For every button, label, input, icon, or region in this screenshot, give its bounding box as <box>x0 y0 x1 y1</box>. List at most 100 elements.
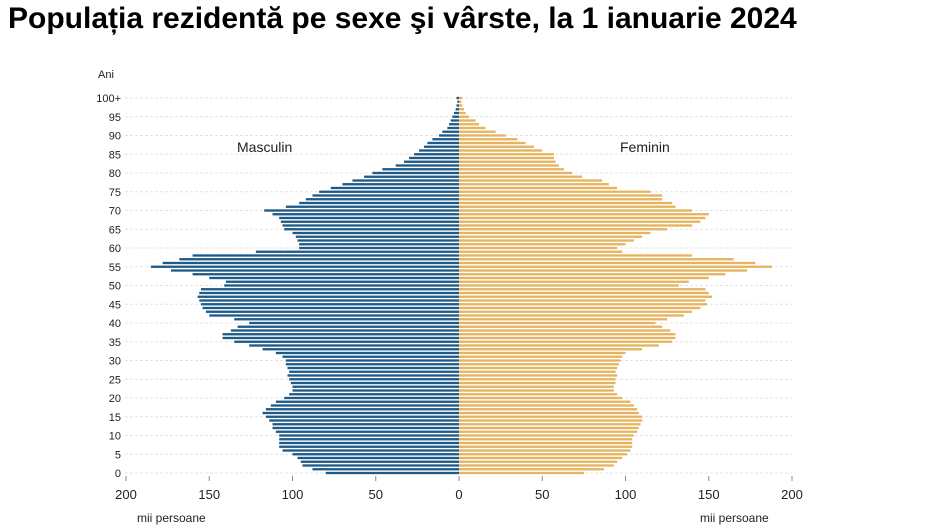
female-bar <box>459 460 618 463</box>
y-tick-label: 45 <box>109 299 121 311</box>
male-bar <box>279 441 459 445</box>
female-bar <box>459 419 643 422</box>
y-tick-label: 90 <box>109 131 121 143</box>
female-bar <box>459 239 634 242</box>
y-tick-label: 80 <box>109 168 121 180</box>
male-bar <box>279 438 459 441</box>
female-bar <box>459 359 621 362</box>
male-bar <box>209 276 459 280</box>
female-bar <box>459 269 748 272</box>
y-tick-label: 30 <box>109 356 121 368</box>
male-bar <box>269 419 459 422</box>
male-bar <box>432 138 459 141</box>
female-bar <box>459 430 638 433</box>
female-bar <box>459 303 708 306</box>
female-bar <box>459 438 633 441</box>
female-bar <box>459 280 689 283</box>
male-bar <box>275 351 459 355</box>
female-bar <box>459 449 631 452</box>
female-series <box>459 96 773 475</box>
male-bar <box>414 153 459 156</box>
male-bar <box>282 224 459 227</box>
male-bar <box>265 415 459 418</box>
legend-female: Feminin <box>620 139 670 155</box>
x-axis-unit-left: mii persoane <box>137 511 206 525</box>
female-bar <box>459 190 651 193</box>
x-tick-label: 0 <box>455 487 462 502</box>
female-bar <box>459 453 628 456</box>
female-bar <box>459 123 479 126</box>
female-bar <box>459 246 618 250</box>
female-bar <box>459 456 623 460</box>
male-bar <box>292 231 459 235</box>
female-bar <box>459 288 706 291</box>
male-bar <box>372 171 459 175</box>
female-bar <box>459 213 709 216</box>
female-bar <box>459 111 466 115</box>
male-bar <box>170 269 459 272</box>
y-tick-label: 35 <box>109 337 121 349</box>
male-bar <box>222 336 459 340</box>
female-bar <box>459 119 476 122</box>
male-bar <box>287 366 459 370</box>
male-bar <box>455 108 459 111</box>
female-bar <box>459 408 638 411</box>
male-bar <box>249 321 459 325</box>
female-bar <box>459 423 641 426</box>
female-bar <box>459 291 709 295</box>
male-bar <box>439 134 459 137</box>
female-bar <box>459 228 668 231</box>
male-bar <box>249 344 459 347</box>
male-bar <box>192 273 459 276</box>
female-bar <box>459 243 626 246</box>
female-bar <box>459 179 603 182</box>
x-tick-label: 150 <box>698 487 720 502</box>
female-bar <box>459 400 631 403</box>
male-bar <box>285 359 459 362</box>
male-bar <box>234 318 459 321</box>
male-bar <box>456 104 459 107</box>
male-bar <box>199 291 459 295</box>
female-bar <box>459 198 663 201</box>
male-bar <box>289 378 459 381</box>
female-bar <box>459 171 573 175</box>
female-bar <box>459 201 673 205</box>
male-bar <box>200 288 460 291</box>
female-bar <box>459 374 618 377</box>
male-bar <box>419 149 459 152</box>
y-axis-label: Ani <box>98 69 114 81</box>
female-bar <box>459 434 634 437</box>
female-bar <box>459 235 643 238</box>
female-bar <box>459 378 616 381</box>
male-bar <box>280 220 459 223</box>
female-bar <box>459 261 756 265</box>
male-bar <box>325 471 459 475</box>
female-bar <box>459 276 709 280</box>
male-bar <box>319 190 459 193</box>
male-bar <box>272 423 459 426</box>
male-bar <box>299 243 459 246</box>
female-bar <box>459 168 564 171</box>
male-bar <box>200 303 460 306</box>
female-bar <box>459 381 616 385</box>
male-bar <box>300 460 459 463</box>
female-bar <box>459 115 469 118</box>
female-bar <box>459 258 734 261</box>
female-bar <box>459 273 726 276</box>
x-tick-label: 50 <box>535 487 549 502</box>
x-tick-label: 200 <box>781 487 803 502</box>
male-bar <box>282 449 459 452</box>
female-bar <box>459 149 543 152</box>
male-bar <box>279 445 459 448</box>
female-bar <box>459 231 651 235</box>
male-bar <box>279 434 459 437</box>
x-axis-ticks: 200 150 100 50 0 50 100 150 200 <box>115 476 803 502</box>
female-bar <box>459 108 464 111</box>
male-bar <box>404 160 459 163</box>
male-bar <box>209 314 459 317</box>
male-bar <box>292 385 459 388</box>
female-bar <box>459 265 773 268</box>
female-bar <box>459 404 634 407</box>
female-bar <box>459 306 701 310</box>
male-bar <box>150 265 459 268</box>
